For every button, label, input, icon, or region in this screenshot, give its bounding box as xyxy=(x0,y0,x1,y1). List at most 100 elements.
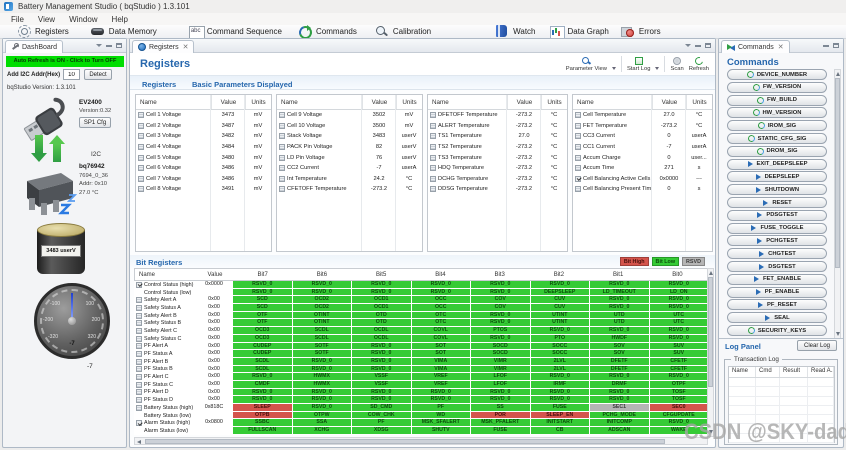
bit-cell-rsvd-0[interactable]: RSVD_0 xyxy=(233,288,292,296)
register-row-cell-2-voltage[interactable]: Cell 2 Voltage 3487 mV xyxy=(136,121,271,132)
detect-button[interactable]: Detect xyxy=(84,69,112,80)
bit-cell-2lvl[interactable]: 2LVL xyxy=(530,365,589,373)
bit-cell-rsvd-0[interactable]: RSVD_0 xyxy=(471,319,530,327)
register-row-ts1-temperature[interactable]: TS1 Temperature 27.0 °C xyxy=(428,131,567,142)
bit-cell-rsvd-0[interactable]: RSVD_0 xyxy=(292,288,351,296)
bit-cell-rsvd-0[interactable]: RSVD_0 xyxy=(590,281,649,288)
bit-cell-otpf[interactable]: OTPF xyxy=(649,380,708,388)
bit-cell-hwmx[interactable]: HWMX xyxy=(292,373,351,380)
bit-cell-utint[interactable]: UTINT xyxy=(530,319,589,327)
bit-cell-deepsleep[interactable]: DEEPSLEEP xyxy=(530,288,589,296)
register-row-cell-5-voltage[interactable]: Cell 5 Voltage 3480 mV xyxy=(136,152,271,163)
bit-register-row-control-status-low[interactable]: Control Status (low) RSVD_0 RSVD_0 RSVD_0 RS… xyxy=(134,288,708,297)
bit-cell-ocd3[interactable]: OCD3 xyxy=(233,334,292,342)
close-icon[interactable]: ✕ xyxy=(777,44,784,51)
bit-cell-rsvd-0[interactable]: RSVD_0 xyxy=(649,334,708,342)
bit-cell-suv[interactable]: SUV xyxy=(649,342,708,350)
command-button-irom-sig[interactable]: IROM_SIG xyxy=(727,120,827,132)
bit-cell-socc[interactable]: SOCC xyxy=(530,342,589,350)
bit-cell-cb[interactable]: CB xyxy=(530,427,589,434)
bit-cell-hwmx[interactable]: HWMX xyxy=(292,380,351,388)
bit-cell-rsvd-0[interactable]: RSVD_0 xyxy=(471,281,530,288)
bit-cell-adscan[interactable]: ADSCAN xyxy=(590,427,649,434)
bit-cell-rsvd-0[interactable]: RSVD_0 xyxy=(411,288,470,296)
bit-cell-initstart[interactable]: INITSTART xyxy=(530,419,589,427)
bit-table-vertical-scrollbar[interactable] xyxy=(707,268,714,437)
register-row-ddsg-temperature[interactable]: DDSG Temperature -273.2 °C xyxy=(428,184,567,195)
scroll-down-icon[interactable] xyxy=(836,332,840,336)
minimize-icon[interactable] xyxy=(695,44,701,47)
register-row-cell-4-voltage[interactable]: Cell 4 Voltage 3484 mV xyxy=(136,142,271,153)
bit-cell-dfetf[interactable]: DFETF xyxy=(590,365,649,373)
bit-cell-rsvd-0[interactable]: RSVD_0 xyxy=(590,388,649,396)
bit-cell-rsvd-0[interactable]: RSVD_0 xyxy=(649,373,708,380)
bit-register-row-control-status-high[interactable]: Control Status (high) 0x0000 RSVD_0 RSVD_0 R… xyxy=(134,281,708,289)
bit-cell-fuse[interactable]: FUSE xyxy=(530,404,589,411)
bit-cell-vima[interactable]: VIMA xyxy=(411,365,470,373)
bit-cell-scdl[interactable]: SCDL xyxy=(292,327,351,334)
register-row-accum-charge[interactable]: Accum Charge 0 user... xyxy=(573,152,712,163)
register-row-cc1-current[interactable]: CC1 Current -7 userA xyxy=(573,142,712,153)
register-row-cell-6-voltage[interactable]: Cell 6 Voltage 3486 mV xyxy=(136,163,271,174)
bit-register-row-alarm-status-high[interactable]: Alarm Status (high) 0x0800 SSBC SSA PF MSK_SF… xyxy=(134,419,708,428)
maximize-icon[interactable] xyxy=(116,43,122,48)
bit-register-row-pf-status-c[interactable]: PF Status C 0x00 CMDF HWMX VSSF VREF LFOF IRMF D… xyxy=(134,380,708,389)
scrollbar-thumb[interactable] xyxy=(145,439,665,444)
bit-cell-cfetf[interactable]: CFETF xyxy=(649,357,708,365)
register-row-stack-voltage[interactable]: Stack Voltage 3483 userV xyxy=(277,131,422,142)
bit-cell-rsvd-0[interactable]: RSVD_0 xyxy=(649,327,708,334)
bit-cell-ptos[interactable]: PTOS xyxy=(471,327,530,334)
bit-cell-fullscan[interactable]: FULLSCAN xyxy=(233,427,292,434)
bit-cell-occ[interactable]: OCC xyxy=(411,304,470,311)
toolbar-button-data-memory[interactable]: Data Memory xyxy=(88,25,160,38)
bit-cell-sov[interactable]: SOV xyxy=(590,350,649,357)
bit-cell-rsvd-0[interactable]: RSVD_0 xyxy=(411,388,470,396)
bit-cell-otpw[interactable]: OTPW xyxy=(292,411,351,419)
bit-cell-msk-pfalert[interactable]: MSK_PFALERT xyxy=(471,419,530,427)
command-button-fw-build[interactable]: FW_BUILD xyxy=(727,94,827,106)
bit-cell-suv[interactable]: SUV xyxy=(649,350,708,357)
minimize-icon[interactable] xyxy=(823,44,829,47)
bit-cell-wd[interactable]: WD xyxy=(411,411,470,419)
scrollbar-thumb[interactable] xyxy=(708,277,713,387)
bit-cell-pf[interactable]: PF xyxy=(411,404,470,411)
bit-cell-rsvd-0[interactable]: RSVD_0 xyxy=(352,350,411,357)
menu-item-view[interactable]: View xyxy=(37,14,56,24)
tab-commands[interactable]: Commands ✕ xyxy=(721,40,790,53)
register-row-cell-7-voltage[interactable]: Cell 7 Voltage 3486 mV xyxy=(136,174,271,185)
bit-cell-rsvd-0[interactable]: RSVD_0 xyxy=(352,357,411,365)
register-row-alert-temperature[interactable]: ALERT Temperature -273.2 °C xyxy=(428,121,567,132)
bit-cell-rsvd-0[interactable]: RSVD_0 xyxy=(649,296,708,304)
register-row-pack-pin-voltage[interactable]: PACK Pin Voltage 82 userV xyxy=(277,142,422,153)
register-row-cc2-current[interactable]: CC2 Current -7 userA xyxy=(277,163,422,174)
tab-registers[interactable]: Registers ✕ xyxy=(132,40,195,53)
bit-cell-rsvd-0[interactable]: RSVD_0 xyxy=(649,419,708,427)
maximize-icon[interactable] xyxy=(705,43,711,48)
bit-cell-cov[interactable]: COV xyxy=(471,296,530,304)
register-row-ts2-temperature[interactable]: TS2 Temperature -273.2 °C xyxy=(428,142,567,153)
bit-cell-otint[interactable]: OTINT xyxy=(292,319,351,327)
bit-cell-vimr[interactable]: VIMR xyxy=(471,365,530,373)
command-button-drom-sig[interactable]: DROM_SIG xyxy=(727,145,827,157)
bit-cell-rsvd-0[interactable]: RSVD_0 xyxy=(292,388,351,396)
bit-register-row-safety-status-b[interactable]: Safety Status B 0x00 OTF OTINT OTD OTC RSVD_0 U… xyxy=(134,319,708,328)
scroll-up-icon[interactable] xyxy=(836,72,840,76)
bit-cell-lfof[interactable]: LFOF xyxy=(471,380,530,388)
bit-cell-xchg[interactable]: XCHG xyxy=(292,427,351,434)
bit-cell-ssa[interactable]: SSA xyxy=(292,419,351,427)
bit-cell-rsvd-0[interactable]: RSVD_0 xyxy=(590,396,649,403)
bit-register-row-pf-alert-d[interactable]: PF Alert D 0x00 RSVD_0 RSVD_0 RSVD_0 RSVD_0 RS… xyxy=(134,388,708,397)
bit-cell-utc[interactable]: UTC xyxy=(649,319,708,327)
bit-cell-rsvd-0[interactable]: RSVD_0 xyxy=(352,342,411,350)
bit-cell-otpb[interactable]: OTPB xyxy=(233,411,292,419)
bit-cell-pto[interactable]: PTO xyxy=(530,334,589,342)
register-row-cell-balancing-active-cells[interactable]: Cell Balancing Active Cells 0x0000 --- xyxy=(573,174,712,185)
register-row-hdq-temperature[interactable]: HDQ Temperature -273.2 °C xyxy=(428,163,567,174)
bit-cell-rsvd-0[interactable]: RSVD_0 xyxy=(471,311,530,319)
toolbar-button-calibration[interactable]: Calibration xyxy=(372,25,434,38)
bit-cell-utc[interactable]: UTC xyxy=(649,311,708,319)
register-row-cell-temperature[interactable]: Cell Temperature 27.0 °C xyxy=(573,110,712,121)
bit-cell-rsvd-0[interactable]: RSVD_0 xyxy=(471,334,530,342)
register-row-cell-3-voltage[interactable]: Cell 3 Voltage 3482 mV xyxy=(136,131,271,142)
bit-cell-ss[interactable]: SS xyxy=(471,404,530,411)
